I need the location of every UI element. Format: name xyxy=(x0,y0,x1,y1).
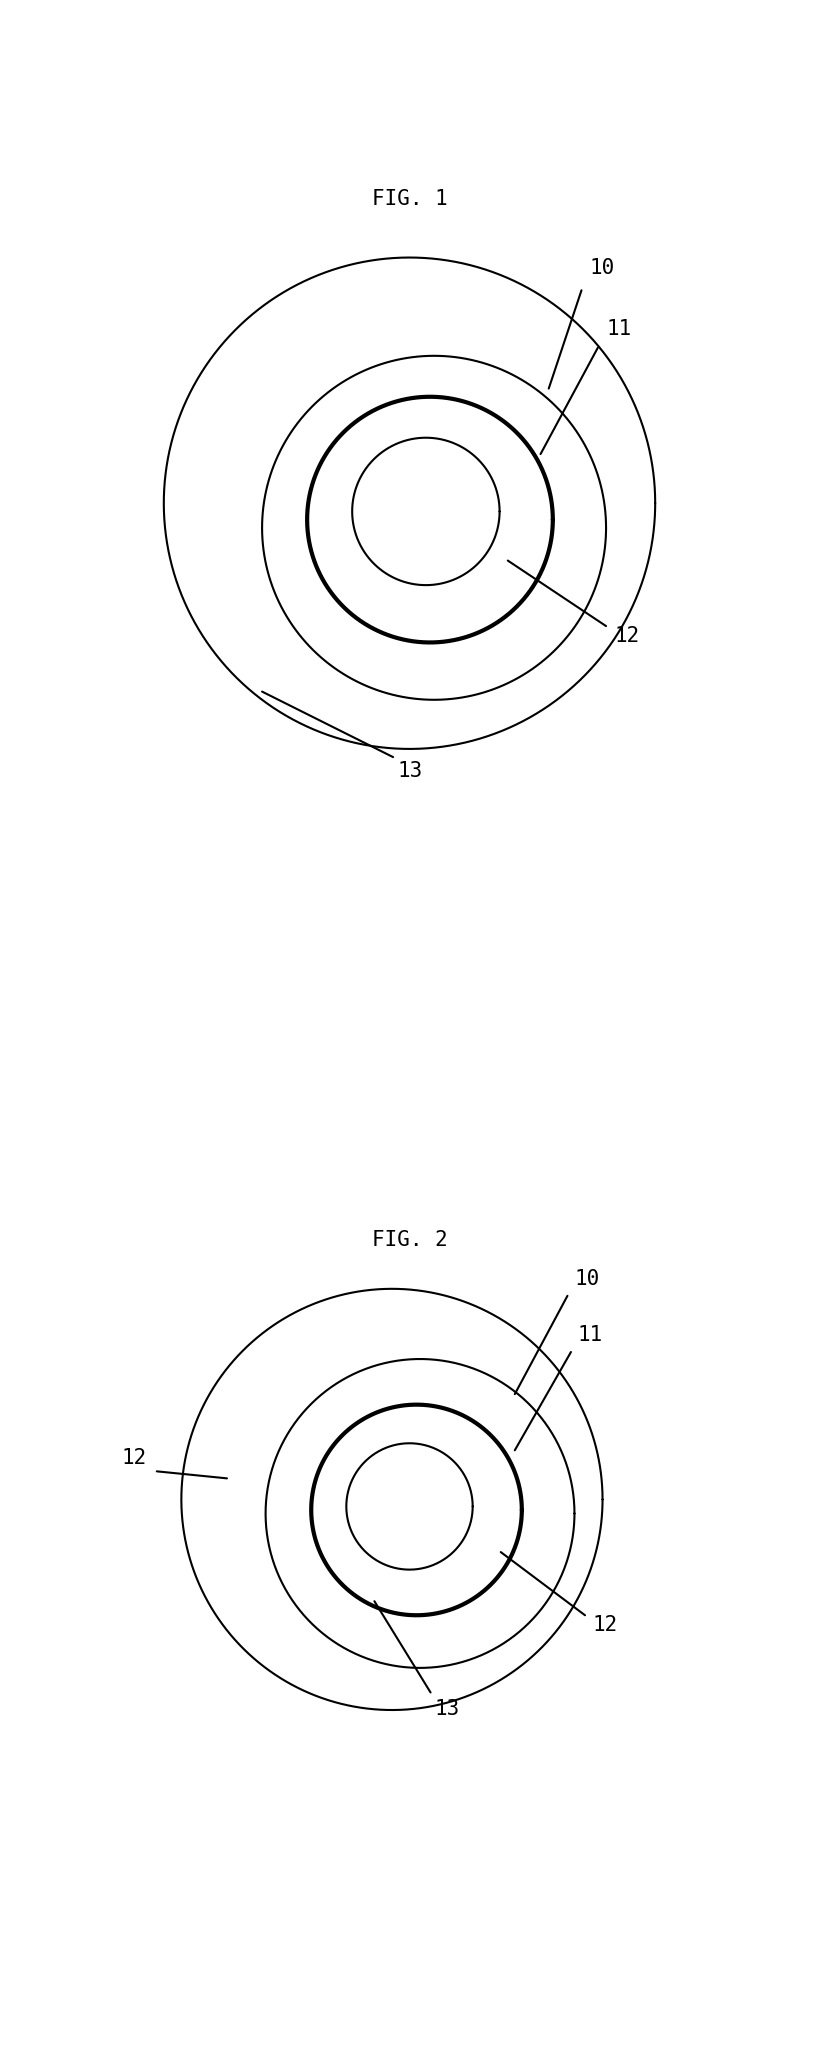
Text: 11: 11 xyxy=(606,320,631,339)
Text: 10: 10 xyxy=(574,1269,600,1288)
Text: FIG. 2: FIG. 2 xyxy=(372,1230,447,1249)
Text: 13: 13 xyxy=(434,1699,459,1719)
Text: 10: 10 xyxy=(590,259,615,277)
Text: 12: 12 xyxy=(614,626,640,647)
Text: 12: 12 xyxy=(592,1614,618,1635)
Text: 13: 13 xyxy=(397,762,423,781)
Text: 11: 11 xyxy=(578,1325,604,1345)
Text: FIG. 1: FIG. 1 xyxy=(372,189,447,210)
Text: 12: 12 xyxy=(121,1448,147,1469)
